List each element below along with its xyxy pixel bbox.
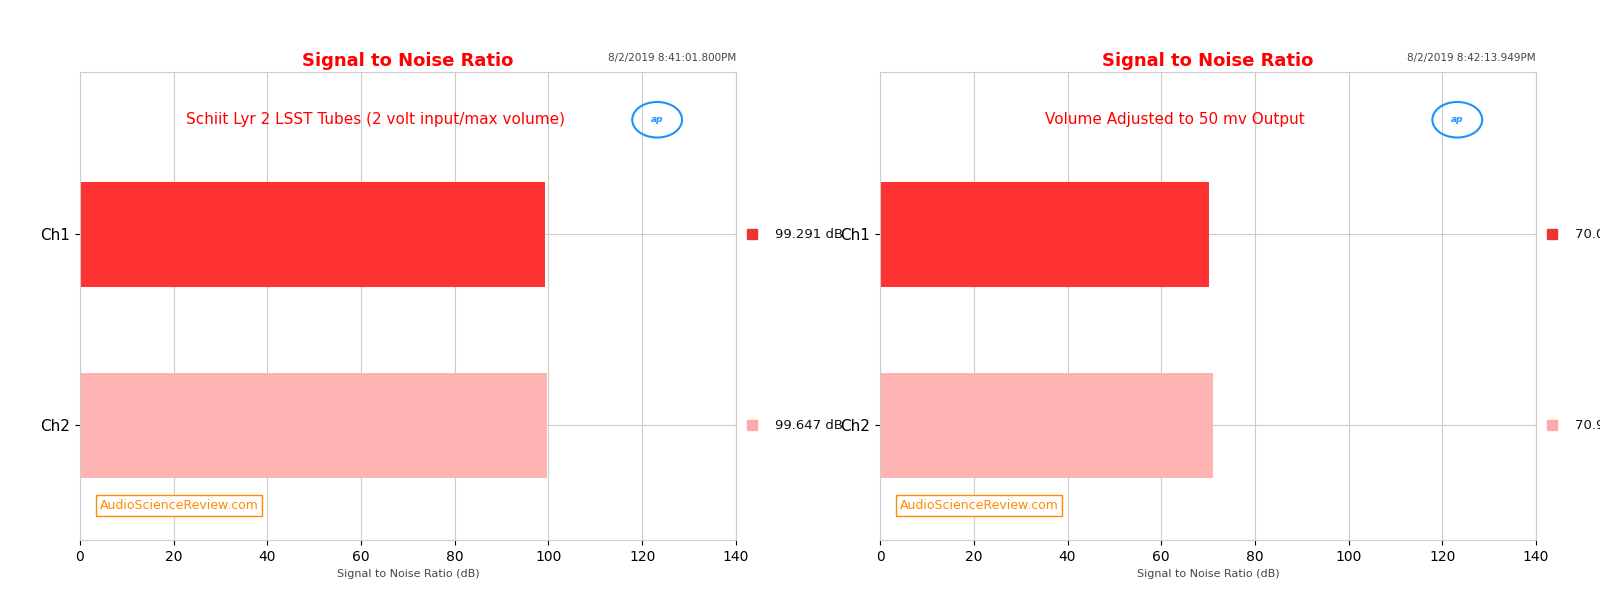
Text: AudioScienceReview.com: AudioScienceReview.com bbox=[899, 499, 1059, 512]
Bar bbox=[880, 182, 1208, 287]
Text: ap: ap bbox=[1451, 115, 1464, 124]
Text: 8/2/2019 8:41:01.800PM: 8/2/2019 8:41:01.800PM bbox=[608, 53, 736, 62]
X-axis label: Signal to Noise Ratio (dB): Signal to Noise Ratio (dB) bbox=[1136, 569, 1280, 579]
Text: 70.954 dB: 70.954 dB bbox=[1576, 419, 1600, 432]
Text: 70.099 dB: 70.099 dB bbox=[1576, 228, 1600, 241]
X-axis label: Signal to Noise Ratio (dB): Signal to Noise Ratio (dB) bbox=[336, 569, 480, 579]
Text: 99.647 dB: 99.647 dB bbox=[776, 419, 843, 432]
Text: AudioScienceReview.com: AudioScienceReview.com bbox=[99, 499, 259, 512]
Text: Schiit Lyr 2 LSST Tubes (2 volt input/max volume): Schiit Lyr 2 LSST Tubes (2 volt input/ma… bbox=[186, 112, 565, 127]
Bar bbox=[80, 182, 546, 287]
Text: ap: ap bbox=[651, 115, 664, 124]
Bar bbox=[80, 373, 547, 478]
Text: Volume Adjusted to 50 mv Output: Volume Adjusted to 50 mv Output bbox=[1045, 112, 1306, 127]
Title: Signal to Noise Ratio: Signal to Noise Ratio bbox=[302, 52, 514, 70]
Bar bbox=[880, 373, 1213, 478]
Text: 8/2/2019 8:42:13.949PM: 8/2/2019 8:42:13.949PM bbox=[1408, 53, 1536, 62]
Title: Signal to Noise Ratio: Signal to Noise Ratio bbox=[1102, 52, 1314, 70]
Text: 99.291 dB: 99.291 dB bbox=[776, 228, 843, 241]
